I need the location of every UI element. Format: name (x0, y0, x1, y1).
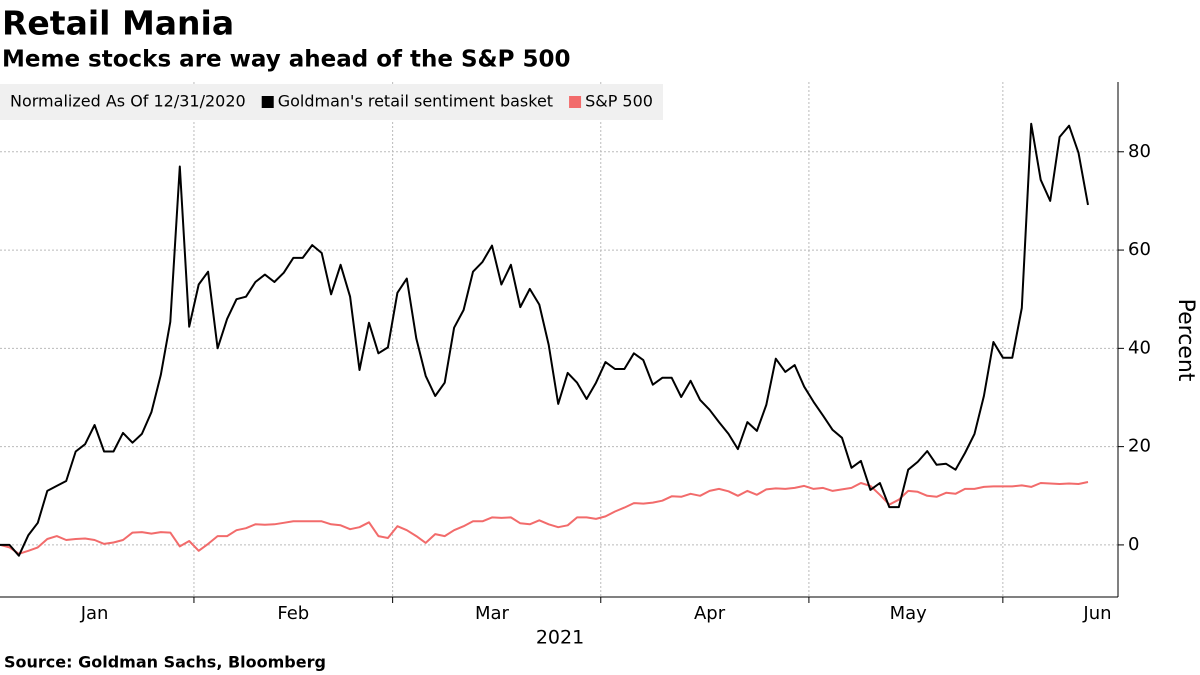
legend: Normalized As Of 12/31/2020 Goldman's ret… (0, 84, 663, 120)
legend-label: S&P 500 (585, 92, 653, 111)
y-axis-label: Percent (1173, 299, 1198, 382)
y-tick-label: 60 (1128, 239, 1151, 260)
legend-title: Normalized As Of 12/31/2020 (10, 92, 246, 111)
chart-subtitle: Meme stocks are way ahead of the S&P 500 (2, 47, 570, 73)
series-line (0, 122, 1089, 557)
x-tick-label: Feb (277, 603, 309, 624)
legend-label: Goldman's retail sentiment basket (278, 92, 553, 111)
legend-swatch (261, 96, 274, 108)
y-tick-label: 80 (1128, 141, 1151, 162)
source: Source: Goldman Sachs, Bloomberg (4, 653, 326, 672)
chart-title: Retail Mania (2, 4, 234, 43)
x-tick-label: Mar (475, 603, 510, 624)
y-tick-label: 20 (1128, 436, 1151, 457)
x-tick-label: Jan (80, 603, 109, 624)
legend-swatch (569, 96, 582, 108)
y-tick-label: 0 (1128, 534, 1139, 555)
x-axis-label: 2021 (536, 627, 584, 649)
legend-background (0, 84, 663, 120)
x-tick-label: Jun (1082, 603, 1111, 624)
x-tick-label: May (890, 603, 928, 624)
y-tick-label: 40 (1128, 337, 1151, 358)
series-line (0, 481, 1089, 555)
x-tick-label: Apr (694, 603, 726, 624)
